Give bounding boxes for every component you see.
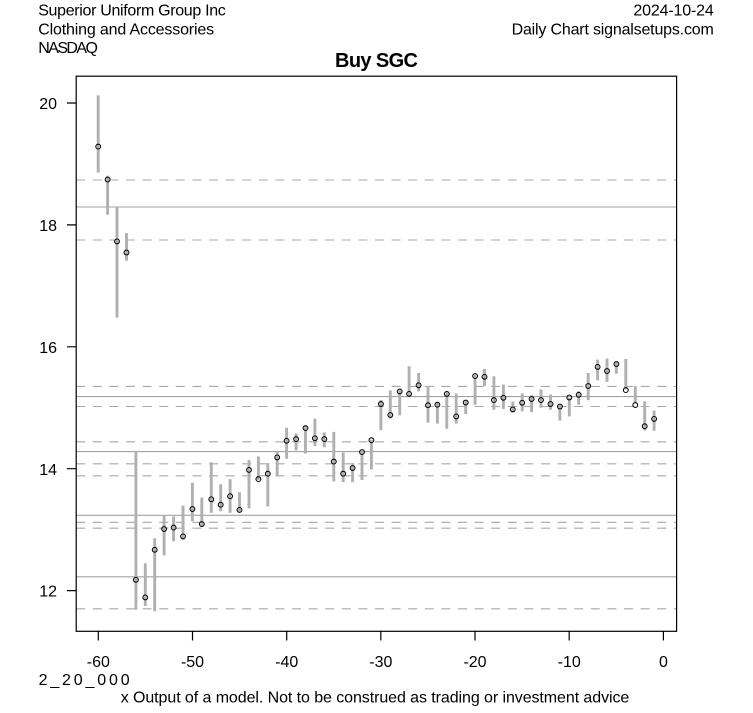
svg-text:Clothing and Accessories: Clothing and Accessories (38, 21, 214, 38)
svg-text:-50: -50 (181, 654, 204, 671)
svg-text:0: 0 (659, 654, 668, 671)
svg-text:2024-10-24: 2024-10-24 (633, 3, 713, 20)
svg-text:14: 14 (39, 462, 57, 479)
svg-text:-30: -30 (369, 654, 392, 671)
svg-text:-10: -10 (558, 654, 581, 671)
svg-text:Superior Uniform Group Inc: Superior Uniform Group Inc (38, 3, 226, 20)
svg-text:2 _ 2 0 _ 0 0 0: 2 _ 2 0 _ 0 0 0 (39, 672, 130, 689)
svg-text:Daily Chart signalsetups.com: Daily Chart signalsetups.com (512, 21, 714, 38)
svg-text:x Output of a model. Not to be: x Output of a model. Not to be construed… (121, 690, 630, 707)
svg-text:-40: -40 (275, 654, 298, 671)
svg-text:-60: -60 (87, 654, 110, 671)
svg-text:NASDAQ: NASDAQ (38, 40, 98, 57)
svg-text:16: 16 (39, 340, 57, 357)
svg-text:Buy SGC: Buy SGC (335, 50, 418, 72)
svg-text:-20: -20 (463, 654, 486, 671)
svg-text:20: 20 (39, 96, 57, 113)
svg-text:18: 18 (39, 218, 57, 235)
svg-text:12: 12 (39, 584, 57, 601)
